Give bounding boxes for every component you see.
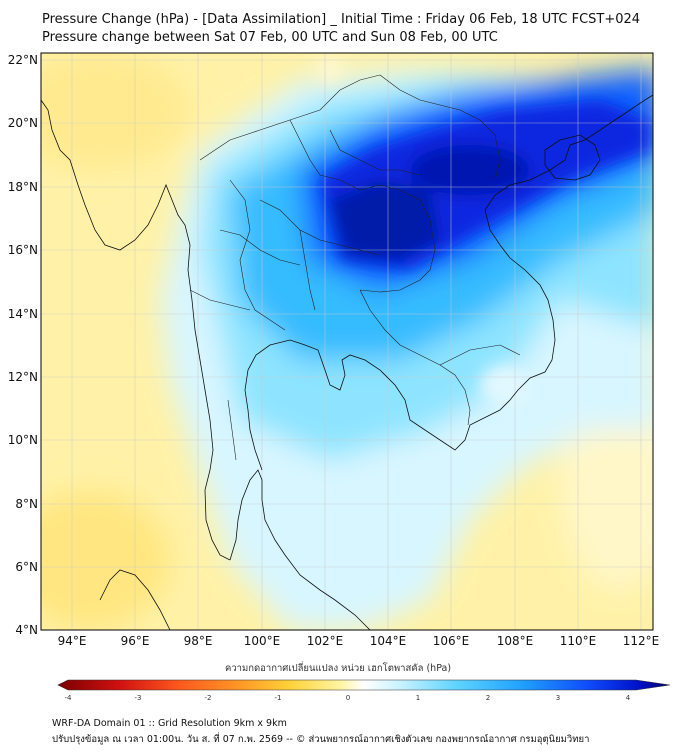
lon-label: 98°E: [184, 634, 213, 648]
pressure-field: [41, 53, 653, 630]
lon-label: 96°E: [121, 634, 150, 648]
colorbar-caption: ความกดอากาศเปลี่ยนแปลง หน่วย เฮกโตพาสคัล…: [224, 663, 452, 674]
graticule: [41, 53, 653, 630]
lat-label: 6°N: [15, 560, 38, 574]
lon-label: 110°E: [560, 634, 597, 648]
coastlines: [41, 94, 653, 630]
lon-label: 102°E: [307, 634, 344, 648]
colorbar-tick: 4: [626, 694, 631, 702]
lat-label: 10°N: [8, 433, 38, 447]
map-subtitle: Pressure change between Sat 07 Feb, 00 U…: [42, 30, 498, 45]
colorbar-tick: 1: [416, 694, 420, 702]
longitude-labels: 94°E 96°E 98°E 100°E 102°E 104°E 106°E 1…: [58, 634, 660, 648]
colorbar-tick: 0: [346, 694, 350, 702]
lon-label: 94°E: [58, 634, 87, 648]
lon-label: 106°E: [433, 634, 470, 648]
colorbar-tick: -3: [135, 694, 142, 702]
lat-label: 16°N: [8, 243, 38, 257]
lon-label: 100°E: [244, 634, 281, 648]
footer-update-info: ปรับปรุงข้อมูล ณ เวลา 01:00น. วัน ส. ที่…: [52, 734, 590, 745]
lat-label: 12°N: [8, 370, 38, 384]
lon-label: 104°E: [370, 634, 407, 648]
lon-label: 112°E: [623, 634, 660, 648]
colorbar-strip: [57, 679, 671, 691]
admin-borders: [189, 74, 521, 461]
footer-model-info: WRF-DA Domain 01 :: Grid Resolution 9km …: [52, 718, 287, 729]
lat-label: 4°N: [15, 623, 38, 637]
map-frame: [40, 52, 654, 631]
colorbar-tick: 3: [556, 694, 560, 702]
colorbar-tick: -4: [65, 694, 73, 702]
colorbar-tick: 2: [486, 694, 490, 702]
map-title: Pressure Change (hPa) - [Data Assimilati…: [42, 12, 641, 27]
colorbar-tick: -2: [205, 694, 212, 702]
lat-label: 8°N: [15, 497, 38, 511]
colorbar: -4 -3 -2 -1 0 1 2 3 4: [57, 679, 671, 702]
lat-label: 22°N: [8, 53, 38, 67]
lat-label: 14°N: [8, 307, 38, 321]
lat-label: 20°N: [8, 116, 38, 130]
lat-label: 18°N: [8, 180, 38, 194]
latitude-labels: 22°N 20°N 18°N 16°N 14°N 12°N 10°N 8°N 6…: [8, 53, 38, 637]
colorbar-tick: -1: [275, 694, 282, 702]
lon-label: 108°E: [497, 634, 534, 648]
